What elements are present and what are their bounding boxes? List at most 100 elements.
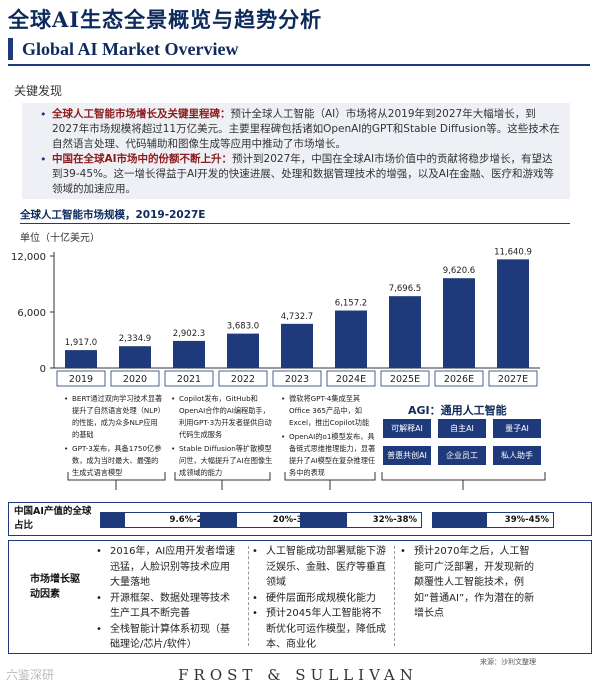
driver-item: • 开源框架、数据处理等技术生产工具不断完善 xyxy=(96,591,238,622)
share-value: 39%-45% xyxy=(504,515,549,525)
x-tick-label: 2019 xyxy=(69,374,93,385)
bar-value-label: 2,902.3 xyxy=(173,329,205,339)
bullet-icon: • xyxy=(64,394,69,403)
bar-2027E xyxy=(497,259,529,368)
x-tick-label: 2020 xyxy=(123,374,147,385)
bullet-icon: • xyxy=(171,444,176,453)
bracket-2019-2020 xyxy=(67,472,166,481)
milestone-text: Copilot发布，GitHub和OpenAI合作的AI编程助手，利用GPT-3… xyxy=(179,394,272,439)
bracket-2025-2027 xyxy=(381,472,546,481)
bullet-icon: • xyxy=(281,432,286,441)
x-tick-box xyxy=(380,370,430,387)
page-subtitle: Global AI Market Overview xyxy=(22,39,239,59)
key-findings-box: • 全球人工智能市场增长及关键里程碑：预计全球人工智能（AI）市场将从2019年… xyxy=(22,103,570,199)
share-fill xyxy=(301,513,347,527)
driver-item: • 2016年，AI应用开发者增速迅猛，人脸识别等技术应用大量落地 xyxy=(96,544,238,591)
drivers-column-3: • 预计2070年之后，人工智能可广泛部署，开发现新的颠覆性人工智能技术，例如“普… xyxy=(400,544,536,622)
driver-text: 预计2070年之后，人工智能可广泛部署，开发现新的颠覆性人工智能技术，例如“普通… xyxy=(414,546,535,619)
x-tick-label: 2023 xyxy=(285,374,309,385)
watermark: 六鉴深研 xyxy=(6,668,55,682)
agi-item-inclusive-ai: 普惠共创AI xyxy=(383,446,431,465)
agi-item-explainable-ai: 可解释AI xyxy=(383,419,431,438)
bar-value-label: 4,732.7 xyxy=(281,312,313,322)
x-tick-label: 2026E xyxy=(444,374,474,385)
bracket-2021-2022 xyxy=(174,472,271,481)
key-finding-2-text: 预计到2027年，中国在全球AI市场价值中的贡献将稳步增长，有望达到39-45%… xyxy=(52,153,555,195)
x-tick-box xyxy=(110,370,160,387)
header-divider xyxy=(8,64,590,66)
bullet-icon: • xyxy=(96,623,102,635)
agi-item-quantum-ai: 量子AI xyxy=(493,419,541,438)
china-share-bar-2019-2020: 9.6%-20% xyxy=(100,512,222,528)
bullet-icon: • xyxy=(252,592,258,604)
driver-text: 2016年，AI应用开发者增速迅猛，人脸识别等技术应用大量落地 xyxy=(110,546,236,588)
bar-value-label: 2,334.9 xyxy=(119,334,151,344)
x-tick-box xyxy=(56,370,106,387)
driver-item: • 全栈智能计算体系初现（基础理论/芯片/软件） xyxy=(96,622,238,653)
bullet-icon: • xyxy=(281,394,286,403)
china-share-bar-2023-2024: 32%-38% xyxy=(300,512,422,528)
share-fill xyxy=(201,513,237,527)
driver-item: • 预计2070年之后，人工智能可广泛部署，开发现新的颠覆性人工智能技术，例如“普… xyxy=(400,544,536,622)
growth-drivers-box xyxy=(8,540,592,654)
share-value: 20%-30% xyxy=(272,515,317,525)
bullet-icon: • xyxy=(400,546,406,557)
bullet-icon: • xyxy=(171,394,176,403)
driver-text: 硬件层面形成规模化能力 xyxy=(266,592,376,604)
key-finding-1-lead: 全球人工智能市场增长及关键里程碑： xyxy=(52,108,231,120)
milestone-text: BERT通过双向学习技术显著提升了自然语言处理（NLP）的性能，成为众多NLP应… xyxy=(72,394,163,439)
bar-2021 xyxy=(173,340,205,368)
driver-text: 人工智能成功部署赋能下游泛娱乐、金融、医疗等垂直领域 xyxy=(266,546,386,588)
bar-value-label: 3,683.0 xyxy=(227,322,259,332)
bullet-icon: • xyxy=(96,592,102,604)
milestone-item: • 微软将GPT-4集成至其Office 365产品中，如Excel，推出Copi… xyxy=(281,393,379,429)
bracket-2023-2024 xyxy=(284,472,376,481)
agi-title: AGI：通用人工智能 xyxy=(408,404,507,417)
x-tick-box xyxy=(272,370,322,387)
chart-title-divider xyxy=(20,223,570,224)
bullet-icon: • xyxy=(96,546,102,557)
bar-2020 xyxy=(119,346,151,368)
growth-drivers-label: 市场增长驱动因素 xyxy=(30,574,80,600)
bullet-icon: • xyxy=(40,108,47,121)
milestone-text: 微软将GPT-4集成至其Office 365产品中，如Excel，推出Copil… xyxy=(289,394,370,427)
bar-value-label: 6,157.2 xyxy=(335,299,367,309)
agi-item-autonomous-ai: 自主AI xyxy=(438,419,486,438)
bar-2019 xyxy=(65,350,97,368)
bar-2022 xyxy=(227,333,259,368)
footer-brand: FROST & SULLIVAN xyxy=(178,666,418,684)
china-share-label: 中国AI产值的全球占比 xyxy=(14,506,92,531)
bar-value-label: 1,917.0 xyxy=(65,338,97,348)
x-tick-box xyxy=(326,370,376,387)
x-tick-label: 2022 xyxy=(231,374,255,385)
milestone-note-2019-2020: • BERT通过双向学习技术显著提升了自然语言处理（NLP）的性能，成为众多NLP… xyxy=(64,393,164,479)
y-tick-label: 12,000 xyxy=(11,252,46,263)
milestone-item: • GPT-3发布，具备1750亿参数，成为当时最大、最强的生成式语言模型 xyxy=(64,443,164,479)
key-finding-1: • 全球人工智能市场增长及关键里程碑：预计全球人工智能（AI）市场将从2019年… xyxy=(40,107,562,152)
milestone-item: • Copilot发布，GitHub和OpenAI合作的AI编程助手，利用GPT-… xyxy=(171,393,273,441)
key-finding-1-text: 预计全球人工智能（AI）市场将从2019年到2027年大幅增长，到2027年市场… xyxy=(52,108,560,150)
key-finding-2: • 中国在全球AI市场中的份额不断上升：预计到2027年，中国在全球AI市场价值… xyxy=(40,152,562,197)
bar-value-label: 9,620.6 xyxy=(443,266,475,276)
milestone-note-2021-2022: • Copilot发布，GitHub和OpenAI合作的AI编程助手，利用GPT-… xyxy=(171,393,273,479)
driver-item: • 硬件层面形成规模化能力 xyxy=(252,591,388,607)
milestone-note-2023-2024: • 微软将GPT-4集成至其Office 365产品中，如Excel，推出Copi… xyxy=(281,393,379,479)
milestone-item: • Stable Diffusion等扩散模型问世，大幅提升了AI在图像生成领域的… xyxy=(171,443,273,479)
header-accent-bar xyxy=(8,38,13,60)
bullet-icon: • xyxy=(40,153,47,166)
driver-text: 预计2045年人工智能将不断优化可运作模型，降低成本、商业化 xyxy=(266,608,386,650)
milestone-text: Stable Diffusion等扩散模型问世，大幅提升了AI在图像生成领域的能… xyxy=(179,444,273,477)
x-tick-label: 2027E xyxy=(498,374,528,385)
share-fill xyxy=(101,513,125,527)
bar-2026E xyxy=(443,278,475,368)
share-fill xyxy=(433,513,487,527)
bar-2025E xyxy=(389,296,421,368)
share-value: 32%-38% xyxy=(372,515,417,525)
y-tick-label: 6,000 xyxy=(17,308,46,319)
china-share-box xyxy=(8,502,592,536)
chart-title: 全球人工智能市场规模，2019-2027E xyxy=(20,209,206,221)
page-title: 全球AI生态全景概览与趋势分析 xyxy=(8,7,323,32)
driver-text: 全栈智能计算体系初现（基础理论/芯片/软件） xyxy=(110,623,230,651)
bar-value-label: 11,640.9 xyxy=(494,247,532,257)
x-tick-box xyxy=(488,370,538,387)
